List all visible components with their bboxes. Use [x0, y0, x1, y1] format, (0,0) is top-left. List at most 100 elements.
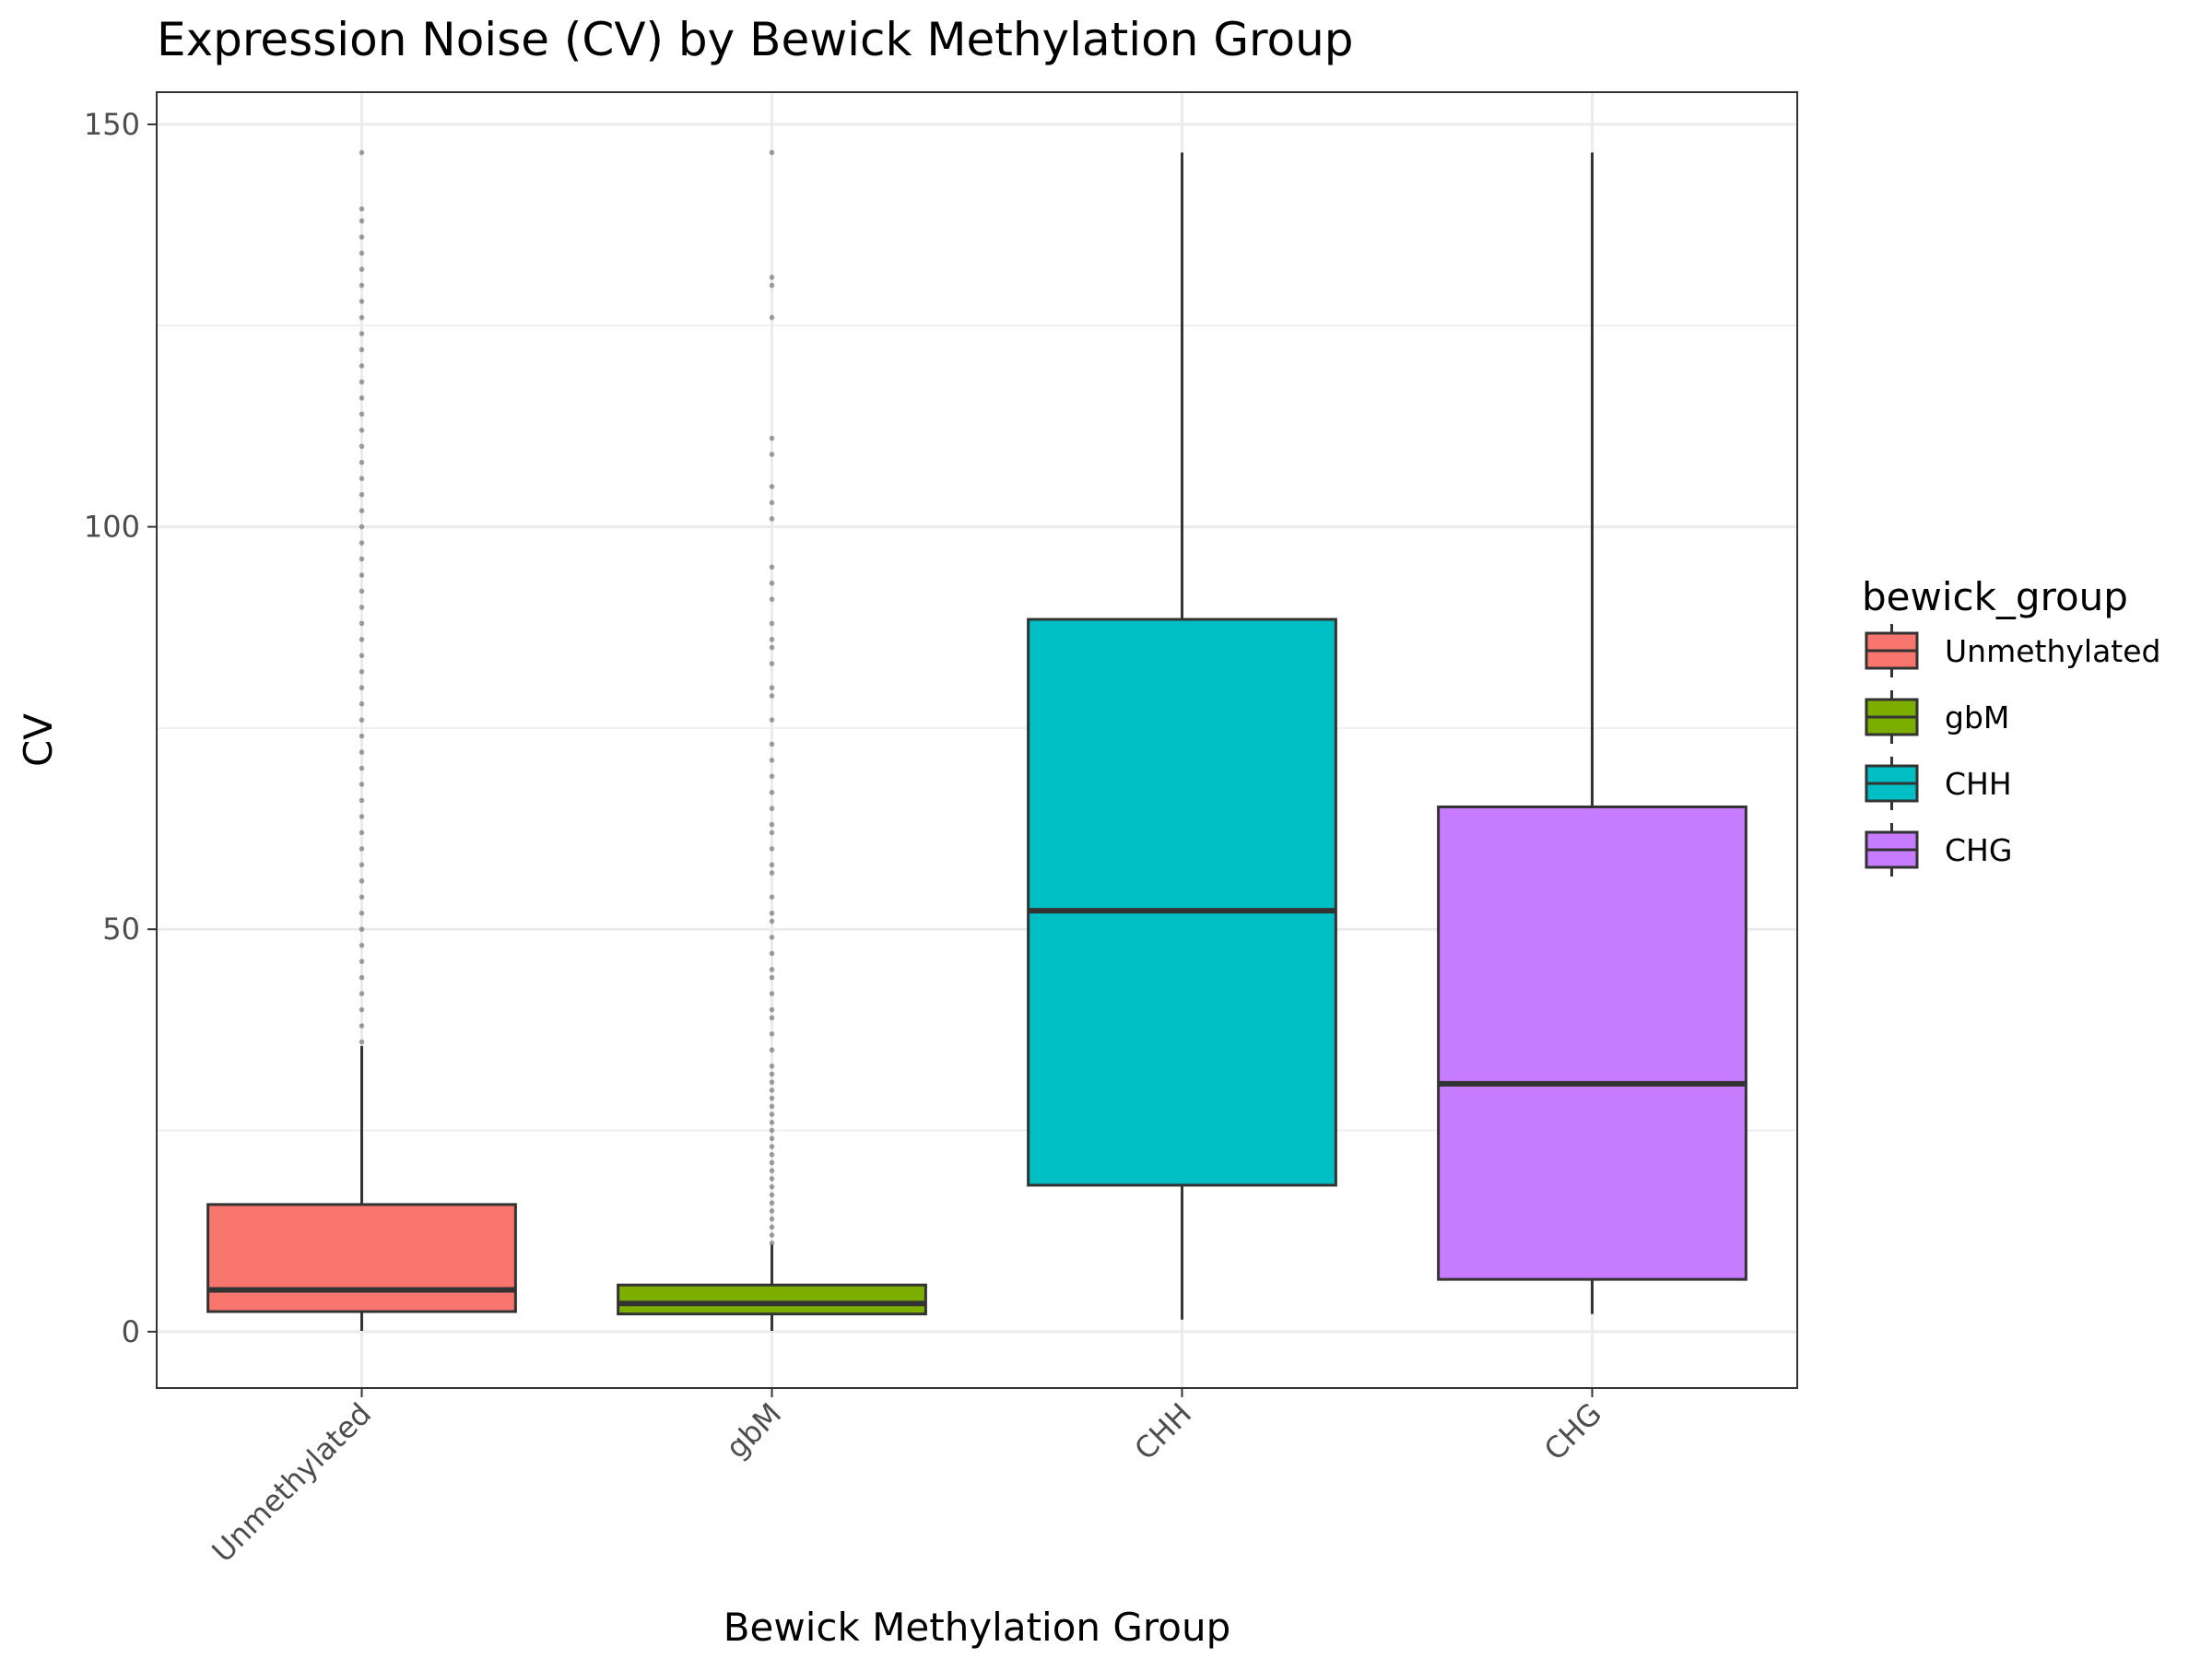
outlier-point — [769, 862, 775, 868]
outlier-point — [769, 1063, 775, 1069]
outlier-point — [359, 700, 365, 707]
outlier-point — [359, 862, 365, 868]
outlier-point — [359, 733, 365, 739]
outlier-point — [359, 653, 365, 659]
y-tick-label: 50 — [102, 912, 140, 947]
outlier-point — [359, 1006, 365, 1013]
outlier-point — [769, 1095, 775, 1101]
outlier-point — [769, 1030, 775, 1037]
outlier-point — [769, 661, 775, 666]
outlier-point — [769, 516, 775, 522]
outlier-point — [769, 1168, 775, 1174]
outlier-point — [359, 476, 365, 481]
outlier-point — [769, 758, 775, 763]
outlier-point — [359, 765, 365, 771]
outlier-point — [359, 974, 365, 981]
outlier-point — [769, 1047, 775, 1053]
outlier-point — [769, 149, 775, 156]
outlier-point — [769, 918, 775, 924]
outlier-point — [359, 282, 365, 288]
outlier-point — [359, 942, 365, 948]
outlier-point — [769, 1135, 775, 1142]
outlier-point — [769, 821, 775, 828]
outlier-point — [359, 894, 365, 900]
outlier-point — [769, 1127, 775, 1134]
outlier-point — [769, 1183, 775, 1190]
outlier-point — [359, 1023, 365, 1029]
outlier-point — [359, 395, 365, 401]
outlier-point — [769, 773, 775, 780]
outlier-point — [769, 974, 775, 981]
outlier-point — [359, 459, 365, 465]
outlier-point — [359, 379, 365, 385]
y-tick-label: 100 — [84, 510, 140, 545]
outlier-point — [769, 282, 775, 288]
outlier-point — [769, 830, 775, 836]
boxes — [206, 149, 1747, 1331]
outlier-point — [769, 1232, 775, 1238]
outlier-point — [769, 314, 775, 321]
outlier-point — [359, 314, 365, 321]
outlier-point — [769, 1208, 775, 1214]
outlier-point — [769, 967, 775, 972]
outlier-point — [769, 1176, 775, 1182]
legend-label: CHG — [1945, 832, 2012, 868]
legend: bewick_group Unmethylated gbM CHH CHG — [1862, 574, 2160, 877]
box-iqr — [1027, 618, 1337, 1187]
outlier-point — [769, 1216, 775, 1222]
outlier-point — [359, 556, 365, 562]
outlier-point — [769, 620, 775, 627]
outlier-point — [769, 1103, 775, 1110]
outlier-point — [769, 637, 775, 642]
outlier-point — [769, 1200, 775, 1206]
outlier-point — [769, 991, 775, 996]
outlier-point — [359, 234, 365, 240]
outlier-point — [359, 830, 365, 836]
outlier-point — [359, 1039, 365, 1045]
box-iqr — [617, 1283, 927, 1316]
outlier-point — [359, 926, 365, 933]
outlier-point — [359, 347, 365, 353]
outlier-point — [769, 1006, 775, 1013]
chart-title: Expression Noise (CV) by Bewick Methylat… — [157, 13, 1354, 66]
outlier-point — [359, 797, 365, 804]
outlier-point — [359, 685, 365, 691]
outlier-point — [359, 717, 365, 723]
outlier-point — [769, 484, 775, 489]
outlier-point — [769, 894, 775, 900]
outlier-point — [359, 846, 365, 852]
outlier-point — [359, 637, 365, 642]
y-tick-label: 0 — [122, 1314, 140, 1349]
outlier-point — [359, 588, 365, 594]
outlier-point — [359, 572, 365, 578]
outlier-point — [359, 749, 365, 755]
legend-label: CHH — [1945, 766, 2012, 802]
outlier-point — [359, 782, 365, 787]
outlier-point — [769, 1015, 775, 1021]
outlier-point — [769, 846, 775, 852]
outlier-point — [359, 491, 365, 498]
outlier-point — [769, 564, 775, 571]
outlier-point — [769, 1079, 775, 1085]
outlier-point — [769, 950, 775, 957]
outlier-point — [769, 717, 775, 723]
outlier-point — [359, 149, 365, 156]
outlier-point — [769, 596, 775, 602]
outlier-point — [359, 331, 365, 336]
y-axis-title: CV — [16, 713, 61, 767]
outlier-point — [769, 870, 775, 876]
legend-title: bewick_group — [1862, 574, 2128, 619]
outlier-point — [769, 1241, 775, 1246]
box-group-chg — [1437, 152, 1747, 1314]
outlier-point — [769, 685, 775, 691]
outlier-point — [769, 741, 775, 747]
y-tick-label: 150 — [84, 107, 140, 142]
plot-panel-border — [156, 91, 1798, 1389]
outlier-point — [359, 299, 365, 304]
outlier-point — [769, 435, 775, 441]
outlier-point — [769, 1159, 775, 1166]
outlier-point — [769, 1224, 775, 1230]
outlier-point — [769, 1112, 775, 1117]
outlier-point — [359, 620, 365, 627]
